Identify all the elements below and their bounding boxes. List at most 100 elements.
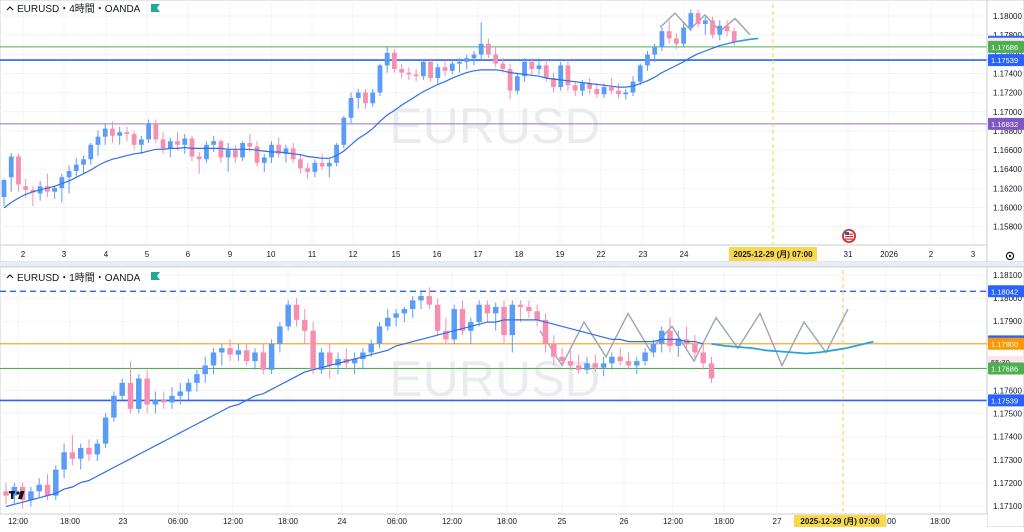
candle	[211, 135, 217, 153]
candle-body	[23, 186, 29, 190]
price-label: 1.17686	[991, 365, 1018, 374]
candle-body	[218, 141, 224, 158]
price-label: 55:30	[991, 358, 1010, 367]
candle-body	[219, 348, 225, 353]
candle	[53, 465, 59, 500]
pane-1h-collapse-chevron-icon[interactable]	[6, 274, 14, 279]
candle-body	[61, 452, 67, 470]
candle-body	[144, 378, 150, 405]
candle-body	[247, 142, 253, 147]
candle	[36, 478, 42, 498]
pane-4h-projection-line	[734, 37, 759, 43]
pane-divider[interactable]	[0, 262, 1024, 267]
pane-4h-collapse-chevron-icon[interactable]	[6, 6, 14, 11]
candle-body	[710, 20, 715, 35]
time-tick-label: 06:00	[387, 517, 408, 526]
candle	[542, 313, 549, 353]
pane-1h-moving-average-line	[5, 319, 704, 508]
time-tick-label: 19	[556, 250, 565, 259]
candle-body	[457, 61, 462, 64]
candle	[717, 20, 723, 41]
candle	[600, 356, 607, 377]
candle	[406, 67, 412, 80]
time-tick-label: 6	[186, 250, 191, 259]
candle-body	[269, 144, 274, 158]
candle-body	[376, 326, 383, 344]
pane-1h-time-ticks: 12:00 18:00 23 06:00 12:00 18:00 24 06:00 12:00 1…	[8, 517, 951, 526]
candle	[710, 16, 715, 39]
candle	[127, 361, 134, 414]
candle	[182, 133, 188, 154]
candle	[565, 60, 571, 91]
candle	[529, 58, 535, 75]
pane-1h-market-flag-icon[interactable]	[151, 272, 160, 280]
candle-body	[442, 67, 448, 71]
candle	[413, 69, 419, 82]
price-tick-label: 1.17200	[993, 479, 1022, 488]
pane-1h-time-axis[interactable]	[0, 514, 987, 527]
candle	[111, 391, 117, 422]
candle	[534, 304, 540, 327]
candle	[368, 339, 374, 357]
candle	[584, 356, 590, 375]
pane-4h-us-flag-icon[interactable]	[842, 229, 856, 243]
candle	[351, 352, 358, 375]
price-label-bg	[988, 394, 1024, 407]
candle-body	[536, 65, 542, 70]
candle	[401, 306, 408, 323]
candle	[252, 348, 258, 370]
candle	[204, 141, 209, 163]
candle	[642, 348, 648, 366]
candle-body	[478, 43, 484, 55]
tradingview-logo-icon[interactable]	[9, 491, 25, 499]
candle-body	[335, 358, 341, 366]
price-tick-label: 1.16400	[993, 165, 1022, 174]
pane-4h-zigzag-drawing[interactable]	[659, 12, 751, 36]
time-tick-label: 15	[392, 250, 401, 259]
time-tick-label: 06:00	[168, 517, 189, 526]
candle-body	[572, 85, 578, 91]
price-label-bg	[988, 337, 1024, 350]
pane-4h-cursor-label-bg	[729, 247, 817, 261]
candle	[675, 330, 682, 357]
candle	[326, 343, 333, 379]
pane-4h-market-flag-icon[interactable]	[151, 4, 160, 12]
candle-body	[674, 38, 679, 44]
candle	[659, 27, 665, 51]
candle-body	[634, 361, 640, 366]
candle-body	[175, 141, 180, 145]
time-tick-label: 17	[474, 250, 483, 259]
candle-body	[434, 304, 441, 331]
time-tick-label: 18:00	[497, 517, 518, 526]
candle-body	[377, 65, 383, 93]
price-tick-label: 1.15800	[993, 223, 1022, 232]
pane-4h-watermark: EURUSD	[389, 98, 600, 154]
candle	[310, 322, 316, 375]
candle-body	[459, 309, 466, 331]
candle-body	[717, 25, 723, 35]
candle-body	[261, 157, 267, 163]
candle-body	[616, 90, 621, 95]
time-tick-label: 24	[680, 250, 689, 259]
candle	[312, 159, 318, 178]
candle	[435, 63, 441, 84]
candle-body	[551, 78, 556, 88]
candle-body	[526, 306, 532, 312]
price-tick-label: 1.18000	[993, 12, 1022, 21]
time-tick-label: 9	[228, 250, 233, 259]
candle	[652, 43, 658, 62]
candle	[52, 186, 57, 199]
candle-body	[708, 363, 715, 379]
candle	[102, 123, 108, 145]
zigzag-path[interactable]	[659, 12, 751, 36]
candle	[232, 144, 238, 163]
candle-body	[189, 138, 195, 157]
candle	[302, 309, 308, 344]
time-tick-label: 22	[597, 250, 606, 259]
candle	[478, 22, 484, 61]
candle-body	[399, 69, 405, 73]
candle-body	[1, 179, 7, 198]
candle-body	[428, 61, 433, 79]
pane-4h-settings-gear-icon[interactable]	[1005, 251, 1015, 261]
candle	[471, 50, 477, 66]
